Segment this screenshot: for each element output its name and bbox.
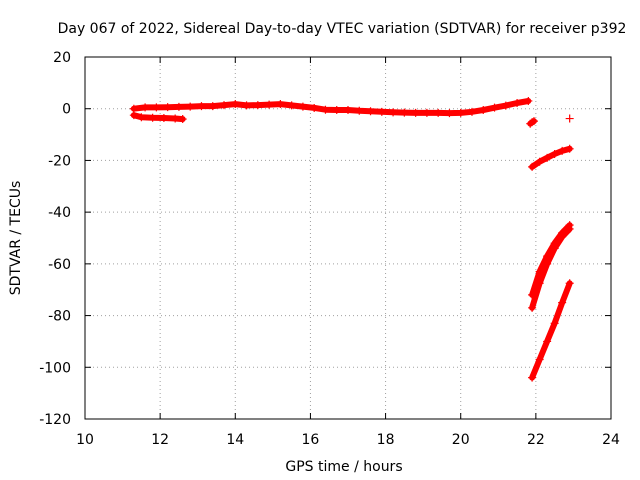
data-point [332,106,341,115]
data-point [529,117,538,126]
y-tick-label: -60 [48,257,71,273]
data-point [565,224,574,233]
data-point [321,105,330,114]
data-point [355,106,364,115]
data-point [174,102,183,111]
data-point [565,144,574,153]
data-point [490,103,499,112]
data-point [558,232,567,241]
data-point [479,106,488,115]
y-tick-label: -80 [48,309,71,325]
ticks-layer: 10 12 14 16 18 20 22 24 20 0 -20 -40 -60 -80 -100 -120 [39,50,620,448]
data-point [148,113,157,122]
data-point [141,103,150,112]
plot-frame [84,56,612,420]
data-point [208,102,217,111]
data-point [550,244,559,253]
grid-layer [85,57,611,419]
series-trace [529,225,573,311]
series-band-main [129,96,533,118]
data-point [550,319,559,328]
data-point [344,106,352,115]
x-tick-label: 14 [226,432,244,448]
data-point [528,303,537,312]
data-point [152,103,161,112]
data-point [558,298,567,307]
data-point [434,108,443,117]
x-tick-label: 24 [602,432,620,448]
x-tick-label: 20 [452,432,470,448]
y-tick-label: 20 [53,50,71,66]
data-point [220,101,229,110]
data-point [287,101,296,110]
data-point [535,279,544,288]
x-tick-label: 22 [527,432,545,448]
data-point [276,100,285,109]
data-point [565,114,574,123]
data-point [265,100,274,109]
data-point [558,146,567,155]
series-seg-small [526,117,538,128]
data-point [543,153,552,162]
data-point [231,100,240,109]
y-tick-label: -20 [48,153,71,169]
x-axis-label: GPS time / hours [285,459,402,475]
data-point [171,114,180,123]
data-point [550,149,559,158]
y-axis-label: SDTVAR / TECUs [8,181,24,296]
x-tick-label: 16 [302,432,320,448]
data-point [197,102,206,111]
data-point [422,108,431,117]
data-point [535,355,544,364]
data-point [137,113,146,122]
series-seg-upper [528,144,574,171]
x-tick-label: 10 [76,432,94,448]
data-point [535,157,544,166]
series-seg-middle-b [528,224,574,312]
data-point [528,373,537,382]
series-trace [529,280,573,381]
data-point [298,102,307,111]
chart-title: Day 067 of 2022, Sidereal Day-to-day VTE… [58,21,627,37]
data-layer [129,96,574,382]
data-point [159,114,168,123]
data-point [565,279,574,288]
data-point [242,101,251,110]
x-tick-label: 18 [377,432,395,448]
data-point [467,107,476,116]
data-point [400,108,409,117]
data-point [377,107,386,116]
data-point [178,115,187,124]
data-point [456,108,465,117]
data-point [163,103,172,112]
data-point [528,162,537,171]
data-point [186,102,195,111]
data-point [524,96,533,105]
data-point [310,103,319,112]
data-point [129,111,138,120]
data-point [389,108,398,117]
data-point [253,101,262,110]
x-tick-label: 12 [151,432,169,448]
data-point [528,118,537,127]
data-point [513,99,522,108]
y-tick-label: -100 [39,360,71,376]
y-tick-label: 0 [62,102,71,118]
y-tick-label: -40 [48,205,71,221]
data-point [366,107,375,116]
series-band-low [129,111,187,124]
data-point [501,101,510,110]
series-outlier [565,114,574,123]
data-point [411,108,420,117]
data-point [445,109,454,118]
series-seg-lower [528,279,574,382]
data-point [543,259,552,268]
y-tick-label: -120 [39,412,71,428]
data-point [543,337,552,346]
